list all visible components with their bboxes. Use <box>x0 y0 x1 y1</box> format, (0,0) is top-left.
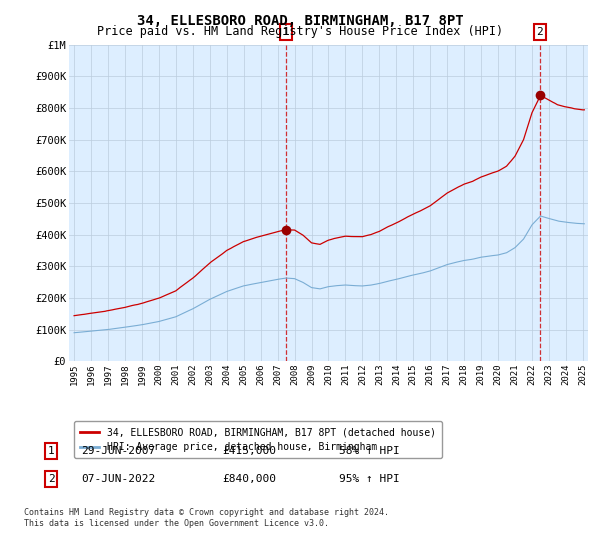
Text: Contains HM Land Registry data © Crown copyright and database right 2024.
This d: Contains HM Land Registry data © Crown c… <box>24 508 389 528</box>
Text: 07-JUN-2022: 07-JUN-2022 <box>81 474 155 484</box>
Text: 1: 1 <box>283 27 289 37</box>
Text: 34, ELLESBORO ROAD, BIRMINGHAM, B17 8PT: 34, ELLESBORO ROAD, BIRMINGHAM, B17 8PT <box>137 14 463 28</box>
Text: 2: 2 <box>536 27 543 37</box>
Text: Price paid vs. HM Land Registry's House Price Index (HPI): Price paid vs. HM Land Registry's House … <box>97 25 503 38</box>
Text: 95% ↑ HPI: 95% ↑ HPI <box>339 474 400 484</box>
Text: £415,000: £415,000 <box>222 446 276 456</box>
Text: 1: 1 <box>47 446 55 456</box>
Legend: 34, ELLESBORO ROAD, BIRMINGHAM, B17 8PT (detached house), HPI: Average price, de: 34, ELLESBORO ROAD, BIRMINGHAM, B17 8PT … <box>74 422 442 458</box>
Text: 58% ↑ HPI: 58% ↑ HPI <box>339 446 400 456</box>
Text: £840,000: £840,000 <box>222 474 276 484</box>
Text: 29-JUN-2007: 29-JUN-2007 <box>81 446 155 456</box>
Text: 2: 2 <box>47 474 55 484</box>
